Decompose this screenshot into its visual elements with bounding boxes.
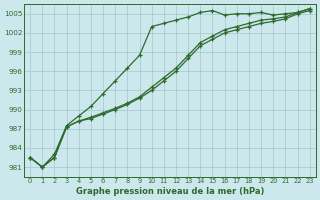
X-axis label: Graphe pression niveau de la mer (hPa): Graphe pression niveau de la mer (hPa) (76, 187, 264, 196)
